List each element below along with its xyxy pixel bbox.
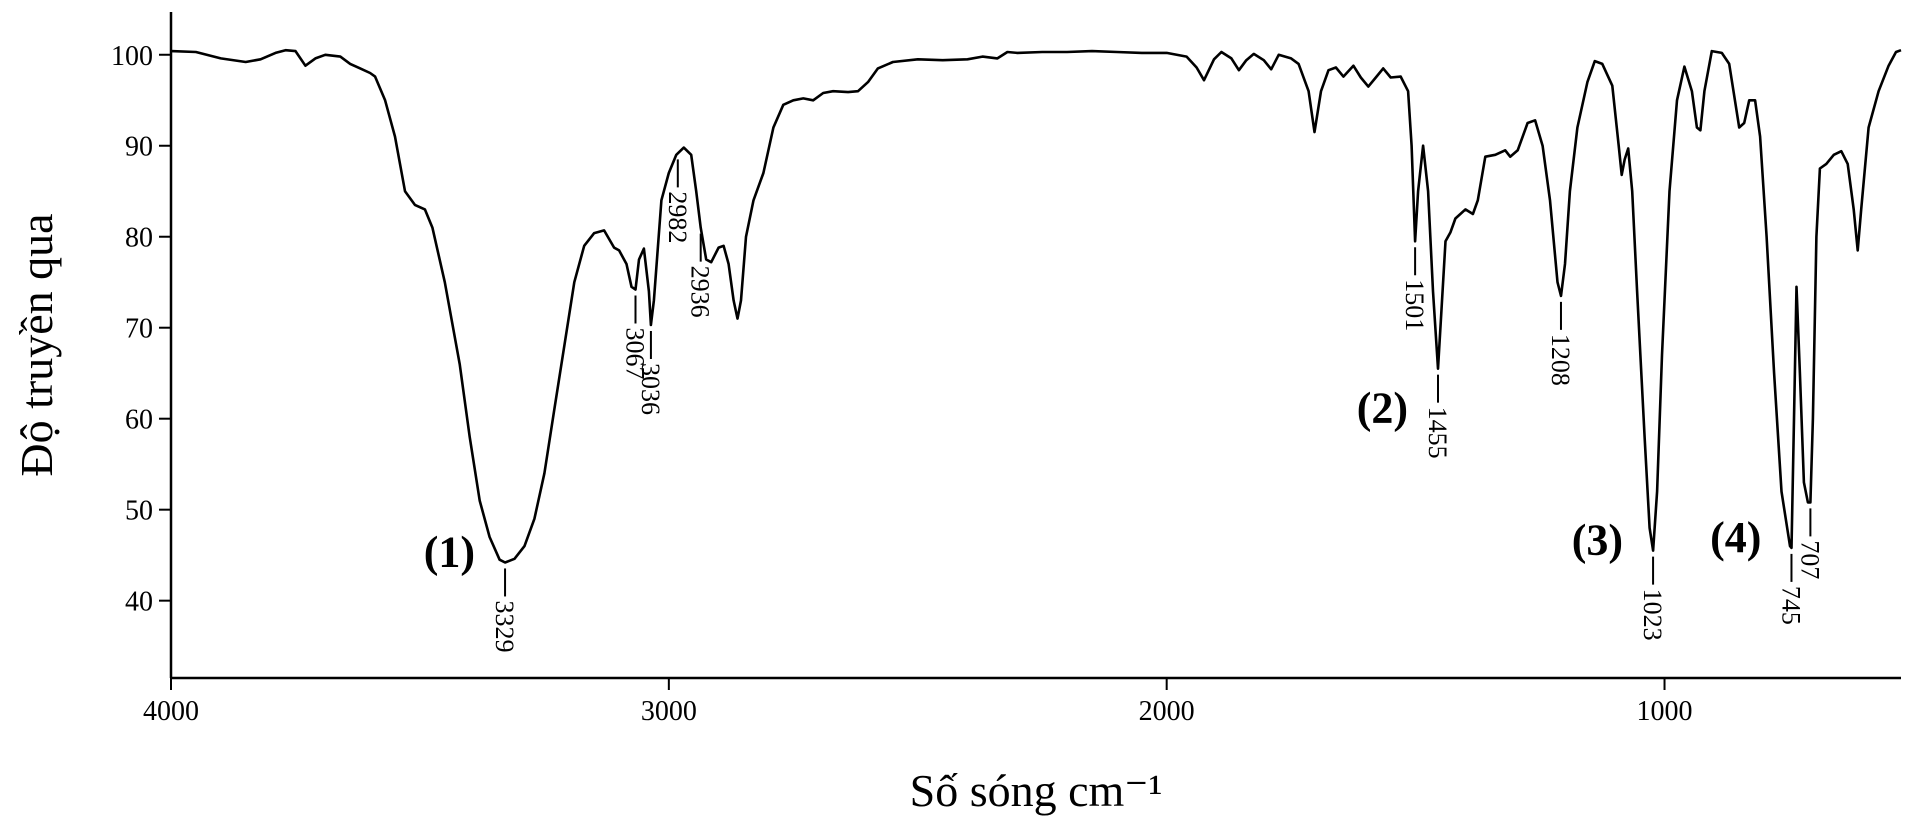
x-axis-label: Số sóng cm⁻¹ <box>910 765 1163 816</box>
y-tick-label: 70 <box>125 314 153 345</box>
region-label: (2) <box>1357 384 1408 433</box>
x-tick-label: 4000 <box>143 696 199 727</box>
spectrum-line <box>170 48 1902 564</box>
region-label: (1) <box>424 527 475 576</box>
y-tick-label: 50 <box>125 496 153 527</box>
x-tick-label: 3000 <box>641 696 697 727</box>
peak-label: 2982 <box>663 191 692 243</box>
peak-label: 1208 <box>1546 334 1575 386</box>
peak-label: 3036 <box>636 363 665 415</box>
y-axis-label: Độ truyền qua <box>11 213 62 476</box>
x-tick-label: 1000 <box>1637 696 1693 727</box>
peak-label: 3067 <box>620 328 649 380</box>
y-tick-label: 100 <box>111 41 153 72</box>
peak-label: 3329 <box>490 600 519 652</box>
peak-label: 707 <box>1795 540 1824 579</box>
y-tick-label: 40 <box>125 587 153 618</box>
peak-label: 745 <box>1776 586 1805 625</box>
peak-label: 1023 <box>1638 589 1667 641</box>
region-label: (3) <box>1572 516 1623 565</box>
y-tick-label: 90 <box>125 132 153 163</box>
peak-label: 1501 <box>1400 279 1429 331</box>
y-tick-label: 80 <box>125 223 153 254</box>
peak-label: 1455 <box>1423 407 1452 459</box>
x-tick-label: 2000 <box>1139 696 1195 727</box>
y-tick-label: 60 <box>125 405 153 436</box>
region-label: (4) <box>1710 513 1761 562</box>
peak-label: 2936 <box>686 266 715 318</box>
